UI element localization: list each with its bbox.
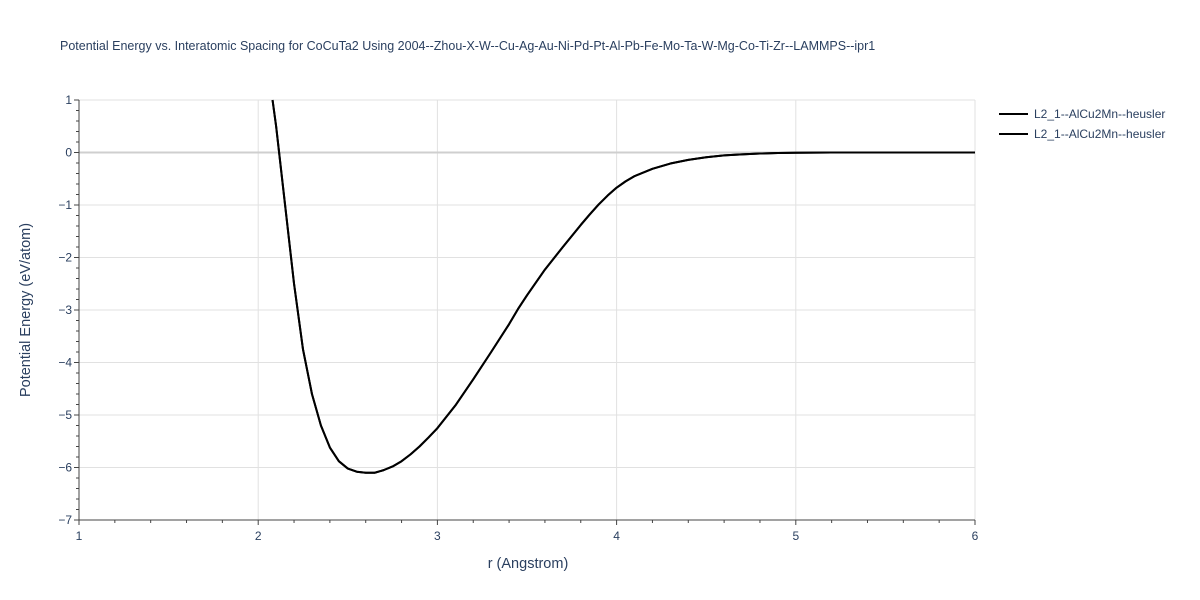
chart-title: Potential Energy vs. Interatomic Spacing… — [60, 39, 875, 53]
legend[interactable]: L2_1--AlCu2Mn--heusler L2_1--AlCu2Mn--heu… — [999, 107, 1165, 141]
x-tick-label: 6 — [972, 529, 979, 543]
x-tick-label: 5 — [792, 529, 799, 543]
y-tick-label: −2 — [58, 251, 72, 265]
y-tick-label: −6 — [58, 461, 72, 475]
legend-item[interactable]: L2_1--AlCu2Mn--heusler — [999, 107, 1165, 121]
series-layer — [271, 99, 975, 474]
y-tick-label: −5 — [58, 408, 72, 422]
y-tick-label: −3 — [58, 303, 72, 317]
grid — [79, 99, 976, 520]
x-tick-label: 1 — [76, 529, 83, 543]
x-tick-label: 2 — [255, 529, 262, 543]
axes — [74, 99, 976, 525]
y-tick-label: 1 — [65, 93, 72, 107]
y-tick-label: 0 — [65, 146, 72, 160]
y-tick-label: −1 — [58, 198, 72, 212]
series-line-2 — [271, 99, 975, 474]
y-axis-title: Potential Energy (eV/atom) — [18, 223, 34, 397]
tick-labels: 1 2 3 4 5 6 1 0 −1 −2 −3 −4 −5 −6 −7 — [58, 93, 978, 543]
legend-item[interactable]: L2_1--AlCu2Mn--heusler — [999, 127, 1165, 141]
x-tick-label: 3 — [434, 529, 441, 543]
legend-label: L2_1--AlCu2Mn--heusler — [1034, 127, 1165, 141]
y-tick-label: −4 — [58, 356, 72, 370]
legend-label: L2_1--AlCu2Mn--heusler — [1034, 107, 1165, 121]
x-tick-label: 4 — [613, 529, 620, 543]
x-axis-title: r (Angstrom) — [488, 556, 569, 572]
y-tick-label: −7 — [58, 513, 72, 527]
